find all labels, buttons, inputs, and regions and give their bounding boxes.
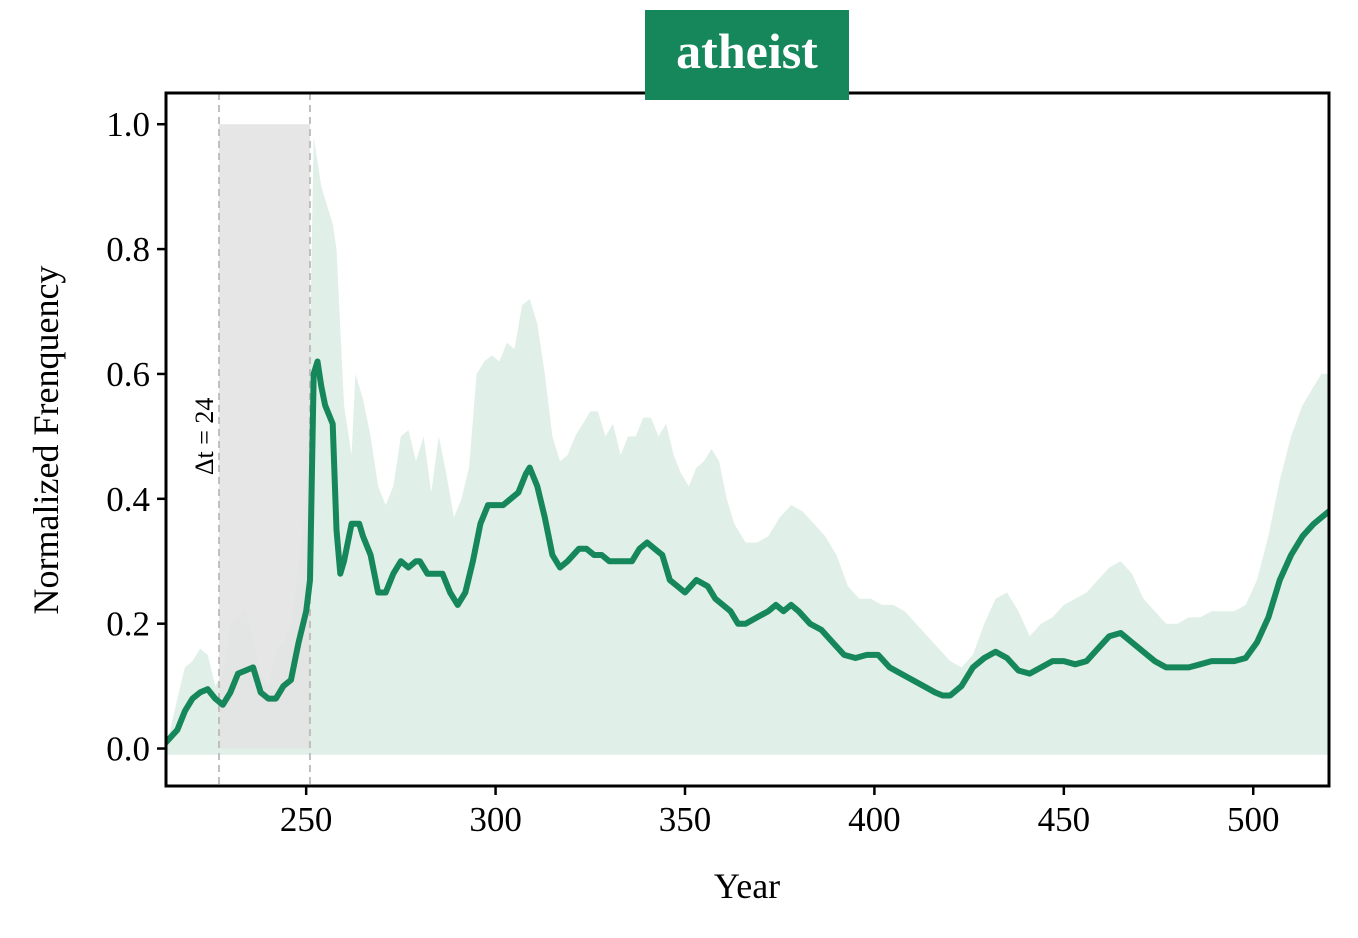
y-tick-label: 1.0 <box>106 105 150 144</box>
x-axis-label: Year <box>714 866 780 906</box>
plot-area <box>166 93 1329 786</box>
y-tick-label: 0.2 <box>106 605 150 644</box>
x-tick-label: 450 <box>1038 800 1091 839</box>
y-tick-label: 0.0 <box>106 730 150 769</box>
y-axis: 0.0 0.2 0.4 0.6 0.8 1.0 <box>106 105 166 769</box>
x-tick-label: 400 <box>848 800 901 839</box>
x-tick-label: 350 <box>659 800 712 839</box>
y-tick-label: 0.6 <box>106 355 150 394</box>
series-line <box>166 358 1329 746</box>
y-axis-label: Normalized Frenquency <box>26 266 66 615</box>
chart-title: atheist <box>676 23 818 79</box>
x-tick-label: 250 <box>280 800 333 839</box>
x-axis: 250 300 350 400 450 500 <box>280 786 1280 839</box>
x-tick-label: 300 <box>469 800 522 839</box>
x-tick-label: 500 <box>1227 800 1280 839</box>
highlight-window <box>219 124 310 749</box>
window-annotation: Δt = 24 <box>190 398 219 476</box>
y-tick-label: 0.4 <box>106 480 150 519</box>
y-tick-label: 0.8 <box>106 230 150 269</box>
title-badge <box>645 10 849 100</box>
